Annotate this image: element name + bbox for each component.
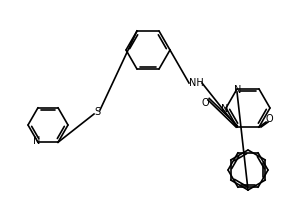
Text: N: N — [33, 136, 41, 146]
Text: S: S — [94, 107, 100, 117]
Text: O: O — [201, 98, 209, 108]
Text: N: N — [221, 104, 229, 114]
Text: N: N — [234, 85, 242, 95]
Text: NH: NH — [189, 78, 203, 88]
Text: O: O — [265, 114, 273, 124]
